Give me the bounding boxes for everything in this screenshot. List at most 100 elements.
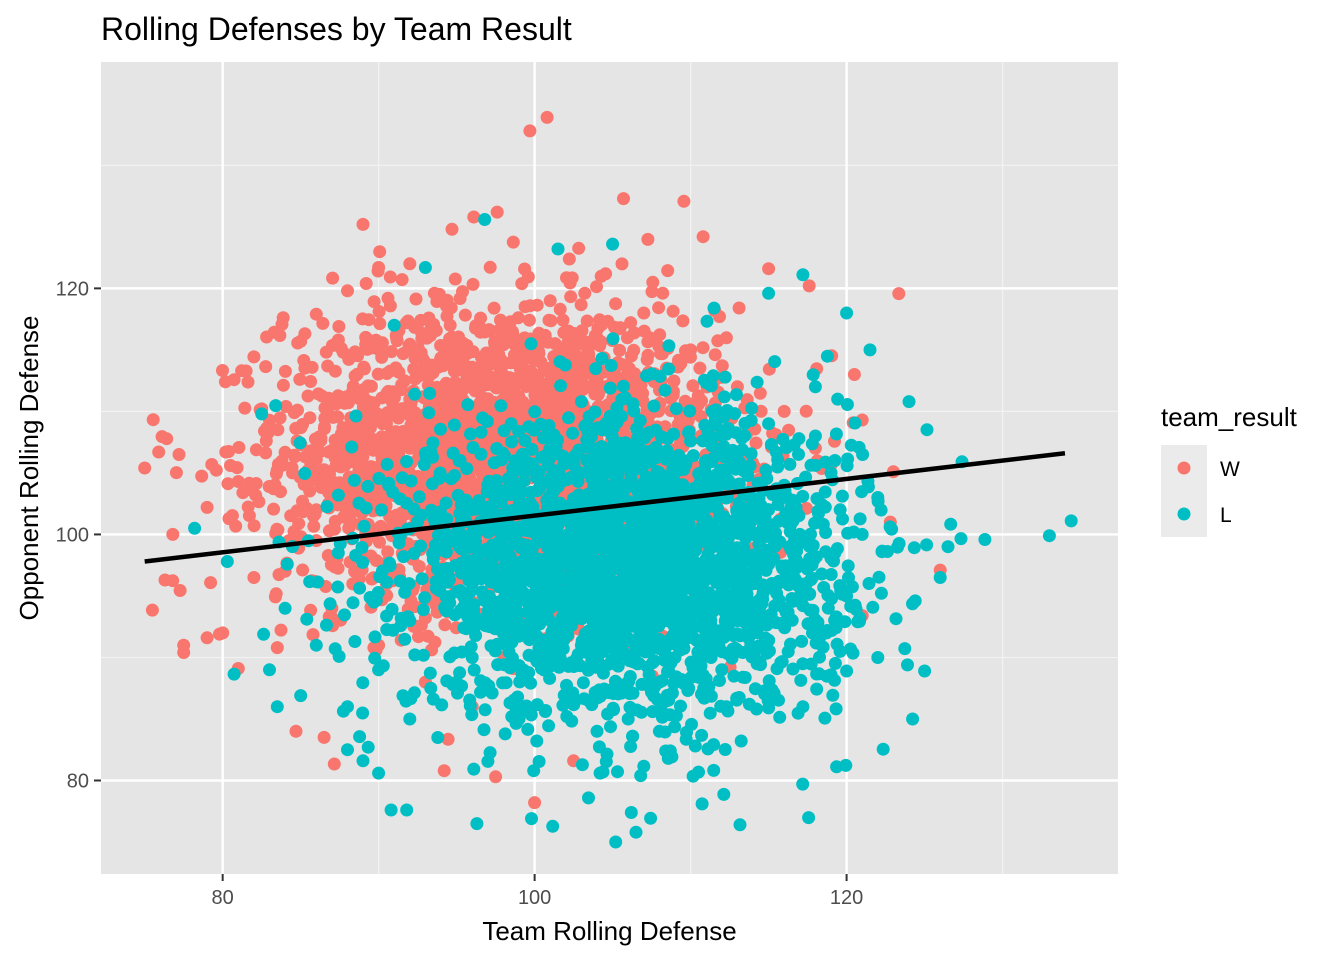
point-w bbox=[456, 285, 469, 299]
point-w bbox=[375, 350, 389, 364]
point-w bbox=[590, 331, 604, 345]
point-l bbox=[848, 416, 862, 430]
point-w bbox=[263, 419, 276, 433]
point-l bbox=[876, 742, 890, 756]
point-l bbox=[687, 531, 701, 544]
point-l bbox=[792, 447, 805, 461]
point-w bbox=[367, 295, 381, 309]
point-w bbox=[383, 428, 397, 442]
point-l bbox=[785, 613, 799, 627]
point-l bbox=[591, 601, 605, 615]
point-w bbox=[442, 335, 456, 349]
point-w bbox=[479, 346, 493, 360]
point-w bbox=[381, 545, 395, 559]
point-l bbox=[599, 447, 613, 461]
point-l bbox=[491, 536, 505, 550]
point-l bbox=[618, 444, 632, 458]
point-w bbox=[615, 257, 629, 271]
point-w bbox=[273, 329, 287, 342]
point-w bbox=[506, 235, 520, 249]
point-l bbox=[738, 416, 752, 430]
point-w bbox=[373, 317, 387, 331]
point-w bbox=[515, 277, 529, 291]
point-w bbox=[242, 476, 256, 490]
point-w bbox=[273, 411, 287, 425]
point-w bbox=[289, 724, 303, 738]
point-w bbox=[494, 354, 508, 368]
point-l bbox=[626, 729, 639, 743]
point-w bbox=[274, 623, 288, 637]
point-l bbox=[481, 500, 495, 514]
point-l bbox=[750, 375, 764, 389]
point-l bbox=[717, 787, 731, 801]
point-w bbox=[554, 369, 568, 383]
point-w bbox=[409, 292, 423, 306]
point-l bbox=[569, 693, 583, 707]
point-w bbox=[372, 491, 386, 504]
point-w bbox=[359, 277, 373, 290]
point-l bbox=[601, 578, 615, 592]
point-w bbox=[376, 417, 389, 431]
point-w bbox=[270, 522, 284, 536]
point-l bbox=[408, 387, 422, 401]
point-w bbox=[652, 339, 666, 353]
point-l bbox=[257, 627, 271, 641]
point-l bbox=[831, 392, 845, 406]
point-l bbox=[844, 642, 857, 656]
point-w bbox=[450, 355, 464, 369]
point-w bbox=[443, 318, 457, 332]
point-w bbox=[656, 286, 670, 300]
point-l bbox=[866, 600, 880, 614]
point-w bbox=[367, 436, 380, 450]
point-l bbox=[521, 722, 535, 736]
point-w bbox=[711, 334, 725, 348]
point-l bbox=[853, 512, 867, 526]
point-l bbox=[440, 674, 454, 688]
point-l bbox=[611, 765, 624, 779]
point-l bbox=[734, 734, 748, 748]
point-l bbox=[810, 682, 824, 696]
point-l bbox=[293, 436, 307, 450]
point-w bbox=[307, 519, 321, 533]
point-w bbox=[609, 297, 623, 311]
point-l bbox=[796, 489, 810, 503]
point-l bbox=[695, 642, 709, 656]
point-w bbox=[367, 396, 381, 410]
point-w bbox=[275, 317, 289, 331]
point-l bbox=[804, 573, 818, 587]
point-l bbox=[452, 540, 466, 554]
point-l bbox=[504, 417, 518, 431]
point-l bbox=[530, 734, 544, 748]
point-w bbox=[304, 375, 318, 388]
point-w bbox=[518, 407, 531, 421]
point-w bbox=[241, 375, 255, 389]
point-w bbox=[438, 398, 452, 412]
point-l bbox=[752, 537, 766, 551]
point-l bbox=[398, 585, 412, 599]
point-w bbox=[305, 360, 319, 374]
point-w bbox=[568, 340, 582, 354]
point-w bbox=[641, 232, 655, 246]
point-l bbox=[575, 395, 588, 409]
point-w bbox=[684, 343, 698, 357]
point-l bbox=[733, 818, 747, 832]
point-l bbox=[407, 686, 421, 700]
point-l bbox=[506, 461, 520, 475]
point-l bbox=[320, 500, 334, 514]
point-l bbox=[356, 676, 370, 690]
point-l bbox=[821, 601, 835, 615]
point-l bbox=[375, 564, 389, 578]
point-w bbox=[274, 485, 287, 499]
point-w bbox=[364, 379, 378, 393]
point-l bbox=[885, 522, 899, 536]
point-w bbox=[403, 441, 417, 455]
point-l bbox=[624, 465, 638, 479]
point-l bbox=[483, 746, 497, 760]
point-w bbox=[522, 313, 536, 327]
point-w bbox=[415, 326, 429, 340]
point-l bbox=[698, 418, 712, 432]
point-w bbox=[296, 563, 310, 577]
point-l bbox=[349, 409, 363, 423]
point-l bbox=[907, 541, 921, 555]
point-l bbox=[773, 710, 787, 724]
